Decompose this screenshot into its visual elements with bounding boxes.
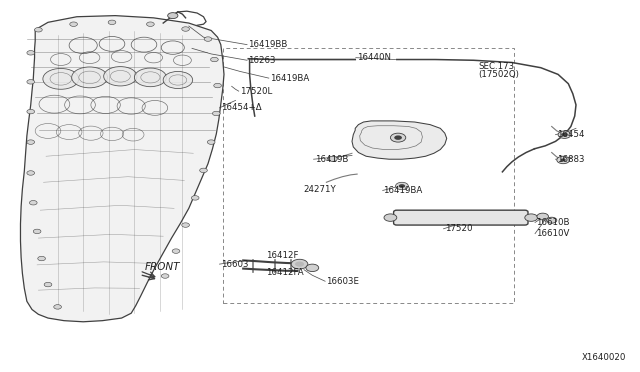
Circle shape xyxy=(27,171,35,175)
Circle shape xyxy=(29,201,37,205)
Circle shape xyxy=(561,158,566,161)
Text: 16454+Δ: 16454+Δ xyxy=(221,103,261,112)
Circle shape xyxy=(291,259,308,269)
Circle shape xyxy=(211,57,218,62)
Text: 16603E: 16603E xyxy=(326,277,360,286)
Polygon shape xyxy=(20,16,224,322)
Circle shape xyxy=(182,223,189,227)
Circle shape xyxy=(147,22,154,26)
Circle shape xyxy=(163,71,193,89)
Text: 16603: 16603 xyxy=(221,260,248,269)
Circle shape xyxy=(182,27,189,31)
Circle shape xyxy=(384,214,397,221)
Circle shape xyxy=(70,22,77,26)
Circle shape xyxy=(207,140,215,144)
FancyBboxPatch shape xyxy=(394,210,528,225)
Circle shape xyxy=(27,109,35,114)
Bar xyxy=(223,48,514,303)
Circle shape xyxy=(27,51,35,55)
Circle shape xyxy=(72,67,108,88)
Text: 16412F: 16412F xyxy=(266,251,298,260)
Text: 16419B: 16419B xyxy=(315,155,348,164)
Circle shape xyxy=(295,262,304,267)
Circle shape xyxy=(191,196,199,200)
Text: 16610B: 16610B xyxy=(536,218,570,227)
Circle shape xyxy=(306,264,319,272)
Circle shape xyxy=(27,80,35,84)
Text: 16419BB: 16419BB xyxy=(248,40,288,49)
Circle shape xyxy=(134,68,166,87)
Circle shape xyxy=(35,28,42,32)
Circle shape xyxy=(399,184,405,188)
Circle shape xyxy=(200,168,207,173)
Text: 16440N: 16440N xyxy=(357,53,391,62)
Circle shape xyxy=(168,13,178,19)
Text: 16419BA: 16419BA xyxy=(383,186,422,195)
Circle shape xyxy=(54,305,61,309)
Text: 24271Y: 24271Y xyxy=(303,185,336,194)
Circle shape xyxy=(561,133,568,137)
Circle shape xyxy=(38,256,45,261)
Text: 16419BA: 16419BA xyxy=(270,74,309,83)
Circle shape xyxy=(204,37,212,41)
Text: FRONT: FRONT xyxy=(145,262,180,272)
Circle shape xyxy=(44,282,52,287)
Circle shape xyxy=(558,131,571,138)
Circle shape xyxy=(212,111,220,116)
Circle shape xyxy=(390,133,406,142)
Circle shape xyxy=(547,217,557,223)
Circle shape xyxy=(108,20,116,25)
Text: X1640020: X1640020 xyxy=(582,353,626,362)
Circle shape xyxy=(394,135,402,140)
Circle shape xyxy=(172,249,180,253)
Text: 16610V: 16610V xyxy=(536,229,570,238)
Circle shape xyxy=(214,83,221,88)
Circle shape xyxy=(27,140,35,144)
Text: 16454: 16454 xyxy=(557,130,584,139)
Text: SEC.173: SEC.173 xyxy=(479,62,515,71)
Polygon shape xyxy=(352,121,447,159)
Text: 16883: 16883 xyxy=(557,155,584,164)
Circle shape xyxy=(328,156,337,161)
Text: 17520L: 17520L xyxy=(240,87,272,96)
Circle shape xyxy=(557,156,570,164)
Circle shape xyxy=(396,182,408,190)
Circle shape xyxy=(33,229,41,234)
Circle shape xyxy=(537,213,548,220)
Text: 16263: 16263 xyxy=(248,56,276,65)
Text: 16412FA: 16412FA xyxy=(266,268,303,277)
Text: (17502Q): (17502Q) xyxy=(479,70,520,79)
Circle shape xyxy=(43,68,79,89)
Circle shape xyxy=(104,67,137,86)
Text: 17520: 17520 xyxy=(445,224,472,233)
Circle shape xyxy=(525,214,538,221)
Circle shape xyxy=(161,274,169,278)
